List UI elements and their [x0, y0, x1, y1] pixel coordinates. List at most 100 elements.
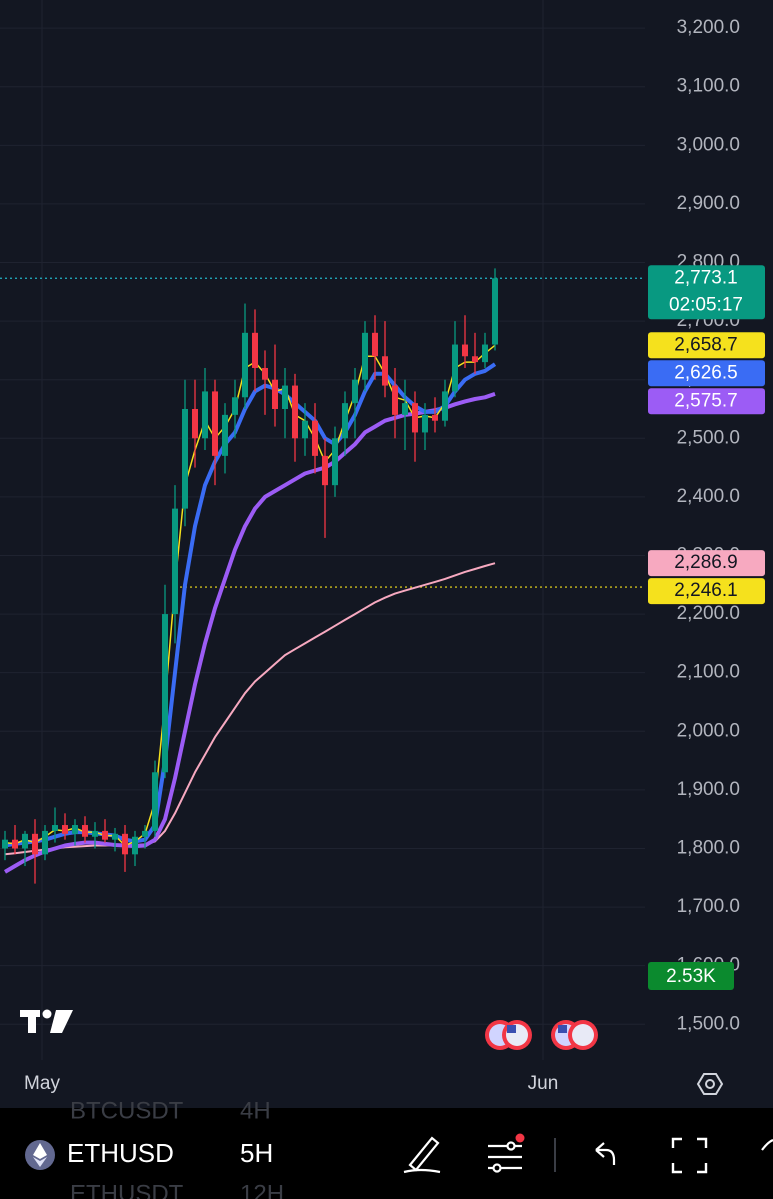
candle-body	[92, 830, 98, 837]
grid	[0, 0, 645, 1060]
draw-icon[interactable]	[403, 1136, 441, 1174]
interval[interactable]: 5H	[240, 1138, 273, 1168]
price-badges: 2,773.1 02:05:17 2,658.7 2,626.5 2,575.7 2,28…	[648, 265, 765, 605]
moving-average	[4, 562, 496, 856]
candle-body	[282, 385, 288, 409]
candle-body	[52, 825, 58, 831]
price-badge	[648, 550, 765, 577]
price-badge-label: 2,286.9	[674, 552, 737, 573]
volume-label: 2.53K	[666, 966, 716, 987]
indicators-icon[interactable]	[488, 1133, 525, 1173]
volume-badge	[648, 962, 734, 990]
symbol[interactable]: ETHUSD	[67, 1138, 174, 1168]
candle-body	[452, 344, 458, 392]
candle-body	[492, 278, 498, 345]
candle-body	[392, 385, 398, 415]
price-badge-label: 2,773.1	[674, 267, 737, 288]
candle-body	[212, 391, 218, 456]
candle-body	[72, 825, 78, 834]
candle-body	[422, 414, 428, 433]
candle-body	[132, 836, 138, 855]
y-tick-label: 3,000.0	[677, 134, 740, 155]
price-badge-label: 2,626.5	[674, 362, 737, 383]
y-tick-label: 2,200.0	[677, 603, 740, 624]
candle-body	[62, 825, 68, 834]
undo-icon[interactable]	[595, 1142, 616, 1165]
fullscreen-icon[interactable]	[671, 1137, 708, 1174]
candle-body	[362, 332, 368, 380]
candle-body	[352, 379, 358, 404]
y-tick-label: 2,500.0	[677, 427, 740, 448]
y-tick-label: 2,100.0	[677, 662, 740, 683]
logo	[20, 1009, 73, 1033]
candle-body	[12, 839, 18, 849]
y-tick-label: 2,900.0	[677, 193, 740, 214]
candle-body	[342, 403, 348, 439]
y-tick-label: 3,200.0	[677, 17, 740, 38]
countdown: 02:05:17	[669, 294, 743, 315]
candle-body	[472, 356, 478, 363]
candle-body	[242, 332, 248, 398]
price-levels	[0, 277, 645, 588]
y-tick-label: 3,100.0	[677, 76, 740, 97]
price-badge	[648, 578, 765, 605]
price-badge	[648, 360, 765, 387]
candle-body	[82, 825, 88, 837]
candle-body	[22, 833, 28, 849]
candle-body	[442, 391, 448, 421]
candle-body	[322, 455, 328, 486]
candle-body	[172, 508, 178, 615]
candle-body	[372, 332, 378, 357]
candle-body	[112, 833, 118, 840]
candle-body	[482, 344, 488, 363]
next-symbol: ETHUSDT	[70, 1180, 184, 1199]
candle-body	[222, 414, 228, 456]
time-axis: May Jun	[24, 1073, 558, 1094]
y-tick-label: 2,400.0	[677, 486, 740, 507]
candle-body	[182, 408, 188, 509]
price-badge-label: 2,575.7	[674, 390, 737, 411]
candles	[1, 268, 498, 884]
y-tick-label: 1,700.0	[677, 896, 740, 917]
candle-body	[202, 391, 208, 439]
candle-body	[42, 830, 48, 855]
candle-body	[162, 614, 168, 773]
candle-body	[192, 408, 198, 439]
y-tick-label: 1,900.0	[677, 779, 740, 800]
prev-symbol: BTCUSDT	[70, 1097, 184, 1124]
x-tick-label: May	[24, 1073, 60, 1094]
y-tick-label: 2,000.0	[677, 720, 740, 741]
event-flags[interactable]	[485, 1020, 598, 1050]
candle-body	[32, 833, 38, 855]
price-badge	[648, 332, 765, 359]
price-badge	[648, 388, 765, 415]
candle-body	[412, 403, 418, 433]
candle-body	[232, 397, 238, 415]
y-tick-label: 1,800.0	[677, 837, 740, 858]
candle-body	[272, 379, 278, 409]
price-badge	[648, 265, 765, 320]
candle-body	[122, 833, 128, 855]
candle-body	[1, 839, 8, 849]
candle-body	[252, 332, 258, 368]
candle-body	[152, 772, 158, 831]
candle-body	[462, 344, 468, 357]
next-interval: 12H	[240, 1180, 284, 1199]
candle-body	[262, 367, 268, 380]
toolbar	[0, 1108, 773, 1199]
more-icon[interactable]	[761, 1138, 773, 1151]
eth-icon[interactable]	[25, 1140, 55, 1170]
candle-body	[432, 414, 438, 421]
candle-body	[302, 420, 308, 439]
candle-body	[102, 830, 108, 840]
candle-body	[312, 420, 318, 456]
candle-body	[402, 403, 408, 415]
candle-body	[292, 385, 298, 439]
candle-body	[142, 830, 148, 837]
settings-icon[interactable]	[696, 1073, 724, 1095]
candle-body	[382, 356, 388, 386]
x-tick-label: Jun	[528, 1073, 559, 1094]
y-tick-label: 1,500.0	[677, 1013, 740, 1034]
